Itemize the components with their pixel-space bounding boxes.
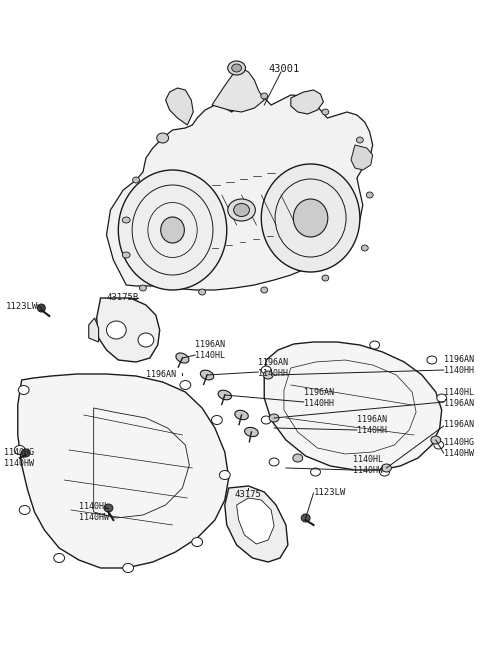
Ellipse shape <box>19 505 30 514</box>
Text: 1123LW: 1123LW <box>6 302 38 311</box>
Text: 43175B: 43175B <box>107 293 139 302</box>
Ellipse shape <box>293 199 328 237</box>
Ellipse shape <box>269 414 279 422</box>
Ellipse shape <box>261 287 268 293</box>
Text: 1140HG
1140HW: 1140HG 1140HW <box>4 448 34 468</box>
Text: 1140HG
1140HW: 1140HG 1140HW <box>444 438 474 458</box>
Ellipse shape <box>261 164 360 272</box>
Polygon shape <box>225 486 288 562</box>
Ellipse shape <box>54 553 65 562</box>
Ellipse shape <box>322 275 329 281</box>
Ellipse shape <box>370 341 380 349</box>
Ellipse shape <box>228 199 255 221</box>
Polygon shape <box>237 498 274 544</box>
Ellipse shape <box>261 416 271 424</box>
Ellipse shape <box>361 245 368 251</box>
Ellipse shape <box>107 321 126 339</box>
Ellipse shape <box>261 93 268 99</box>
Text: 1196AN: 1196AN <box>146 370 176 379</box>
Ellipse shape <box>357 137 363 143</box>
Ellipse shape <box>366 192 373 198</box>
Ellipse shape <box>427 356 437 364</box>
Text: 43175: 43175 <box>235 490 262 499</box>
Ellipse shape <box>261 366 271 374</box>
Text: 1196AN
1140HH: 1196AN 1140HH <box>258 358 288 378</box>
Ellipse shape <box>218 390 231 400</box>
Ellipse shape <box>199 289 205 295</box>
Ellipse shape <box>245 427 258 437</box>
Ellipse shape <box>380 468 389 476</box>
Ellipse shape <box>21 449 30 457</box>
Ellipse shape <box>293 454 303 462</box>
Ellipse shape <box>37 304 45 312</box>
Polygon shape <box>291 90 324 114</box>
Ellipse shape <box>200 370 214 380</box>
Ellipse shape <box>219 470 230 480</box>
Polygon shape <box>264 342 442 470</box>
Ellipse shape <box>192 537 203 547</box>
Ellipse shape <box>122 252 130 258</box>
Ellipse shape <box>122 217 130 223</box>
Ellipse shape <box>138 333 154 347</box>
Ellipse shape <box>232 64 241 72</box>
Ellipse shape <box>123 564 133 572</box>
Ellipse shape <box>161 217 184 243</box>
Text: 1140HL
1140HW: 1140HL 1140HW <box>79 502 109 522</box>
Polygon shape <box>166 88 193 125</box>
Text: 1140HL
1196AN: 1140HL 1196AN <box>444 388 474 408</box>
Text: 1196AN: 1196AN <box>444 420 474 429</box>
Ellipse shape <box>140 285 146 291</box>
Ellipse shape <box>311 468 321 476</box>
Polygon shape <box>107 95 372 290</box>
Ellipse shape <box>176 353 189 363</box>
Ellipse shape <box>18 386 29 394</box>
Ellipse shape <box>437 394 446 402</box>
Ellipse shape <box>14 445 25 455</box>
Ellipse shape <box>212 415 222 424</box>
Polygon shape <box>351 145 372 170</box>
Polygon shape <box>89 318 98 342</box>
Polygon shape <box>212 68 264 112</box>
Ellipse shape <box>235 410 248 420</box>
Ellipse shape <box>104 504 113 512</box>
Text: 1196AN
1140HH: 1196AN 1140HH <box>357 415 387 435</box>
Text: 1123LW: 1123LW <box>313 488 346 497</box>
Ellipse shape <box>228 61 245 75</box>
Text: 1196AN
1140HH: 1196AN 1140HH <box>444 355 474 374</box>
Text: 1196AN
1140HL: 1196AN 1140HL <box>195 340 225 360</box>
Text: 43001: 43001 <box>268 64 300 74</box>
Ellipse shape <box>382 464 391 472</box>
Ellipse shape <box>431 436 441 444</box>
Ellipse shape <box>269 458 279 466</box>
Text: 1140HL
1140HW: 1140HL 1140HW <box>353 455 383 475</box>
Polygon shape <box>18 374 229 568</box>
Ellipse shape <box>301 514 310 522</box>
Ellipse shape <box>322 109 329 115</box>
Ellipse shape <box>157 133 168 143</box>
Ellipse shape <box>434 441 444 449</box>
Text: 1196AN
1140HH: 1196AN 1140HH <box>304 388 334 408</box>
Polygon shape <box>96 298 160 362</box>
Ellipse shape <box>234 204 250 217</box>
Ellipse shape <box>263 371 273 379</box>
Ellipse shape <box>180 380 191 390</box>
Ellipse shape <box>118 170 227 290</box>
Ellipse shape <box>132 177 140 183</box>
